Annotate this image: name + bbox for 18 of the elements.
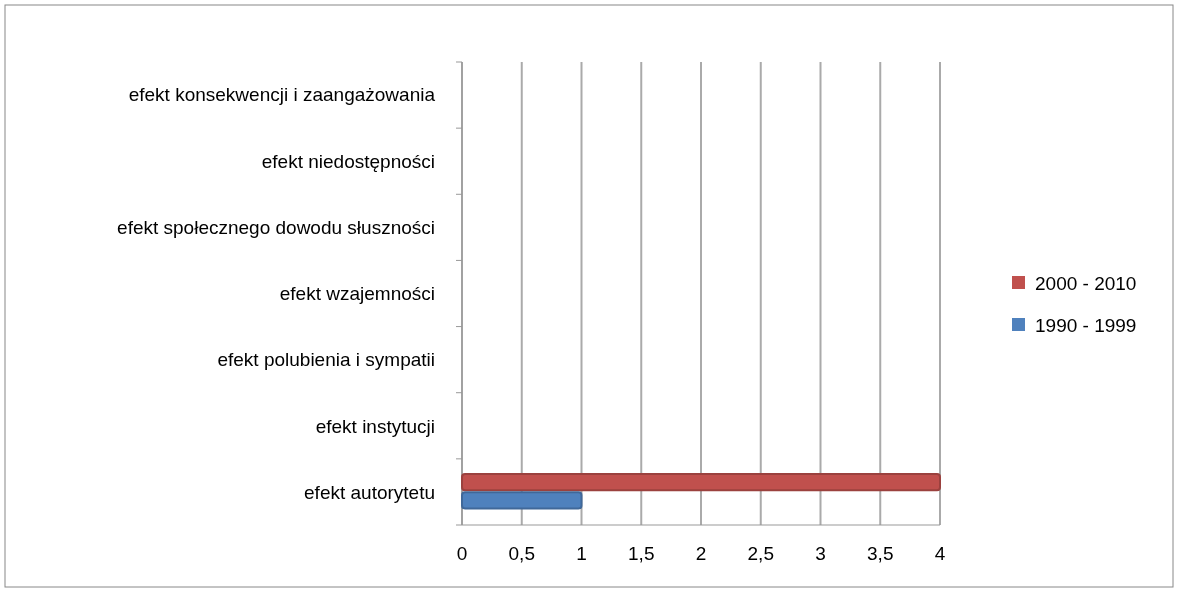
x-tick-label: 0 bbox=[456, 543, 468, 564]
y-tick-label: efekt polubienia i sympatii bbox=[217, 349, 435, 371]
legend-label: 2000 - 2010 bbox=[1035, 272, 1137, 294]
y-tick-label: efekt społecznego dowodu słuszności bbox=[117, 216, 435, 238]
x-tick-label: 4 bbox=[934, 543, 946, 564]
y-tick-label: efekt autorytetu bbox=[304, 481, 435, 503]
y-tick-label: efekt niedostępności bbox=[261, 150, 435, 172]
x-tick-label: 1 bbox=[576, 543, 587, 564]
y-tick-label: efekt konsekwencji i zaangażowania bbox=[128, 84, 436, 106]
y-tick-label: efekt wzajemności bbox=[279, 283, 435, 305]
x-tick-label: 2 bbox=[695, 543, 707, 564]
text: 3,5 bbox=[867, 543, 894, 564]
legend-label: 1990 - 1999 bbox=[1035, 314, 1137, 336]
x-tick-label: 3 bbox=[815, 543, 826, 564]
text: 1,5 bbox=[628, 543, 655, 564]
text: 0,5 bbox=[508, 543, 535, 564]
text: 2,5 bbox=[747, 543, 774, 564]
y-tick-label: efekt instytucji bbox=[315, 415, 435, 437]
